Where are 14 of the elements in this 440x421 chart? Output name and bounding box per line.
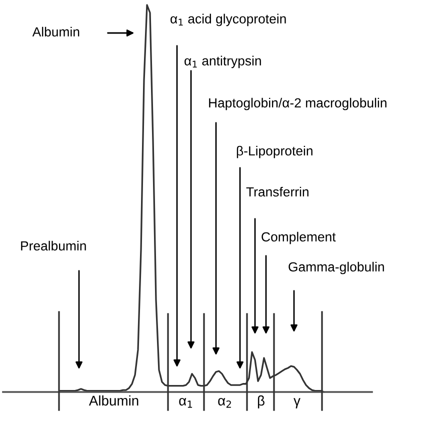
annotation: Albumin xyxy=(32,26,80,37)
annotation: α$_{1}$ acid glycoprotein xyxy=(170,14,286,26)
x-tick-label: β xyxy=(258,395,264,408)
annotation: Prealbumin xyxy=(21,240,86,251)
annotation: Transferrin xyxy=(246,186,308,197)
x-tick-label: α$_{1}$ xyxy=(179,398,192,408)
x-tick-label: α$_{2}$ xyxy=(218,398,231,408)
x-tick-label: Albumin xyxy=(88,395,138,406)
annotation: Gamma-globulin xyxy=(288,262,384,274)
annotation: α$_{1}$ antitrypsin xyxy=(184,56,261,68)
annotation: β-Lipoprotein xyxy=(236,146,312,158)
x-tick-label: γ xyxy=(294,398,300,408)
annotation: Haptoglobin/α-2 macroglobulin xyxy=(209,98,386,110)
annotation: Complement xyxy=(262,232,336,244)
